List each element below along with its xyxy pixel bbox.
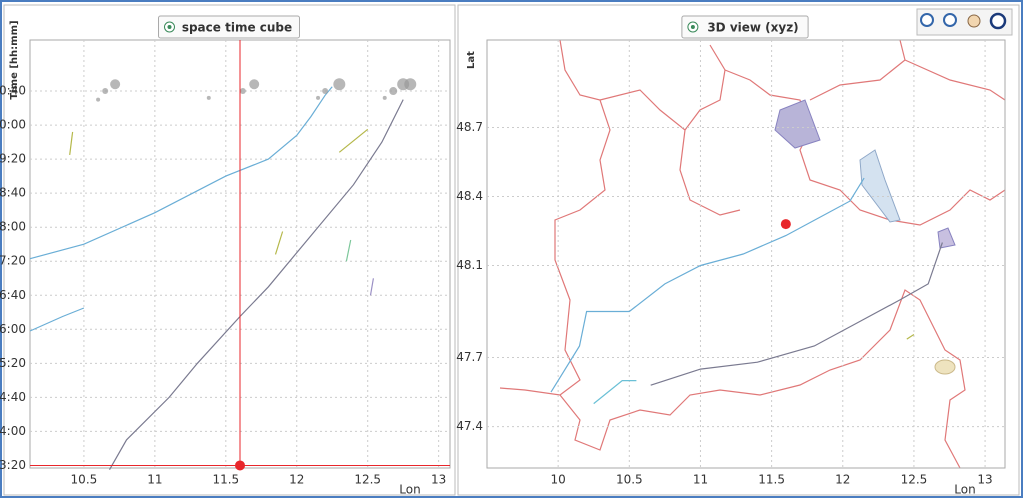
x-tick-label: 12 — [835, 473, 850, 487]
x-tick-label: 10 — [551, 473, 566, 487]
trajectory — [108, 99, 404, 470]
trajectory — [593, 380, 637, 405]
bubble — [333, 78, 346, 91]
bubble — [322, 88, 329, 95]
trajectory — [345, 239, 352, 262]
x-tick-label: 11 — [147, 473, 162, 487]
y-axis-label: Lat — [466, 51, 477, 69]
x-tick-label: 11.5 — [212, 473, 239, 487]
y-tick-label: 18:40 — [0, 186, 26, 200]
y-axis-label: Time [hh:mm] — [9, 20, 20, 99]
plot: 10.5 11 11.5 12 12.5 13 13:20 14:00 14:40 15:20 16… — [0, 15, 451, 497]
x-tick-label: 12 — [289, 473, 304, 487]
chart-title: space time cube — [182, 21, 292, 35]
y-tick-label: 48.7 — [456, 120, 483, 134]
x-tick-label: 10.5 — [616, 473, 643, 487]
trajectory — [550, 177, 865, 393]
bubble — [389, 87, 398, 96]
y-tick-label: 14:00 — [0, 424, 26, 438]
x-axis-label: Lon — [399, 483, 420, 497]
y-tick-label: 20:40 — [0, 84, 26, 98]
y-tick-label: 20:00 — [0, 118, 26, 132]
x-tick-label: 11.5 — [758, 473, 785, 487]
y-tick-label: 16:40 — [0, 288, 26, 302]
trajectory — [274, 231, 284, 255]
plot-area — [486, 39, 1006, 469]
right-map — [499, 39, 1006, 469]
y-tick-label: 15:20 — [0, 356, 26, 370]
plot: 10 10.5 11 11.5 12 12.5 13 47.4 47.7 48.1 48.4 48.7… — [456, 15, 1006, 497]
radio-dot — [167, 25, 172, 29]
cursor-point — [235, 460, 245, 471]
y-tick-label: 18:00 — [0, 220, 26, 234]
x-tick-label: 13 — [977, 473, 992, 487]
bubble — [404, 78, 417, 91]
bubble — [249, 79, 260, 90]
x-tick-label: 12.5 — [901, 473, 928, 487]
x-tick-label: 13 — [431, 473, 446, 487]
right-panel — [457, 4, 1020, 496]
y-tick-label: 13:20 — [0, 458, 26, 472]
trajectory — [338, 128, 369, 153]
trajectory — [369, 278, 374, 296]
zoom-out[interactable] — [943, 13, 957, 27]
toolbar — [916, 8, 1013, 36]
y-tick-label: 47.7 — [456, 350, 483, 364]
region — [774, 99, 821, 149]
x-tick-label: 10.5 — [71, 473, 98, 487]
bubble — [110, 79, 121, 90]
bubble — [102, 88, 109, 95]
trajectory — [906, 333, 915, 340]
title-box — [681, 15, 809, 39]
x-axis-label: Lon — [954, 483, 975, 497]
region — [934, 359, 956, 375]
region — [859, 149, 901, 223]
trajectory — [650, 242, 943, 386]
bubble — [382, 95, 387, 100]
bubble — [96, 97, 101, 102]
radio-dot — [690, 25, 695, 29]
cursor-point — [780, 219, 791, 230]
bubble — [316, 95, 321, 100]
trajectory — [29, 86, 333, 260]
x-tick-label: 11 — [693, 473, 708, 487]
pan[interactable] — [967, 14, 981, 28]
y-tick-label: 16:00 — [0, 322, 26, 336]
zoom-in[interactable] — [920, 13, 934, 27]
bubble — [239, 88, 246, 95]
trajectory — [69, 131, 74, 155]
left-panel — [3, 4, 456, 496]
trajectory — [29, 307, 85, 332]
y-tick-label: 48.1 — [456, 258, 483, 272]
y-tick-label: 19:20 — [0, 152, 26, 166]
chart-title: 3D view (xyz) — [707, 21, 798, 35]
bubble — [206, 95, 211, 100]
x-tick-label: 12.5 — [354, 473, 381, 487]
y-tick-label: 17:20 — [0, 254, 26, 268]
y-tick-label: 14:40 — [0, 390, 26, 404]
y-tick-label: 48.4 — [456, 189, 483, 203]
reset[interactable] — [989, 12, 1007, 30]
title-box — [158, 15, 300, 39]
boundary — [499, 39, 1006, 469]
y-tick-label: 47.4 — [456, 419, 483, 433]
